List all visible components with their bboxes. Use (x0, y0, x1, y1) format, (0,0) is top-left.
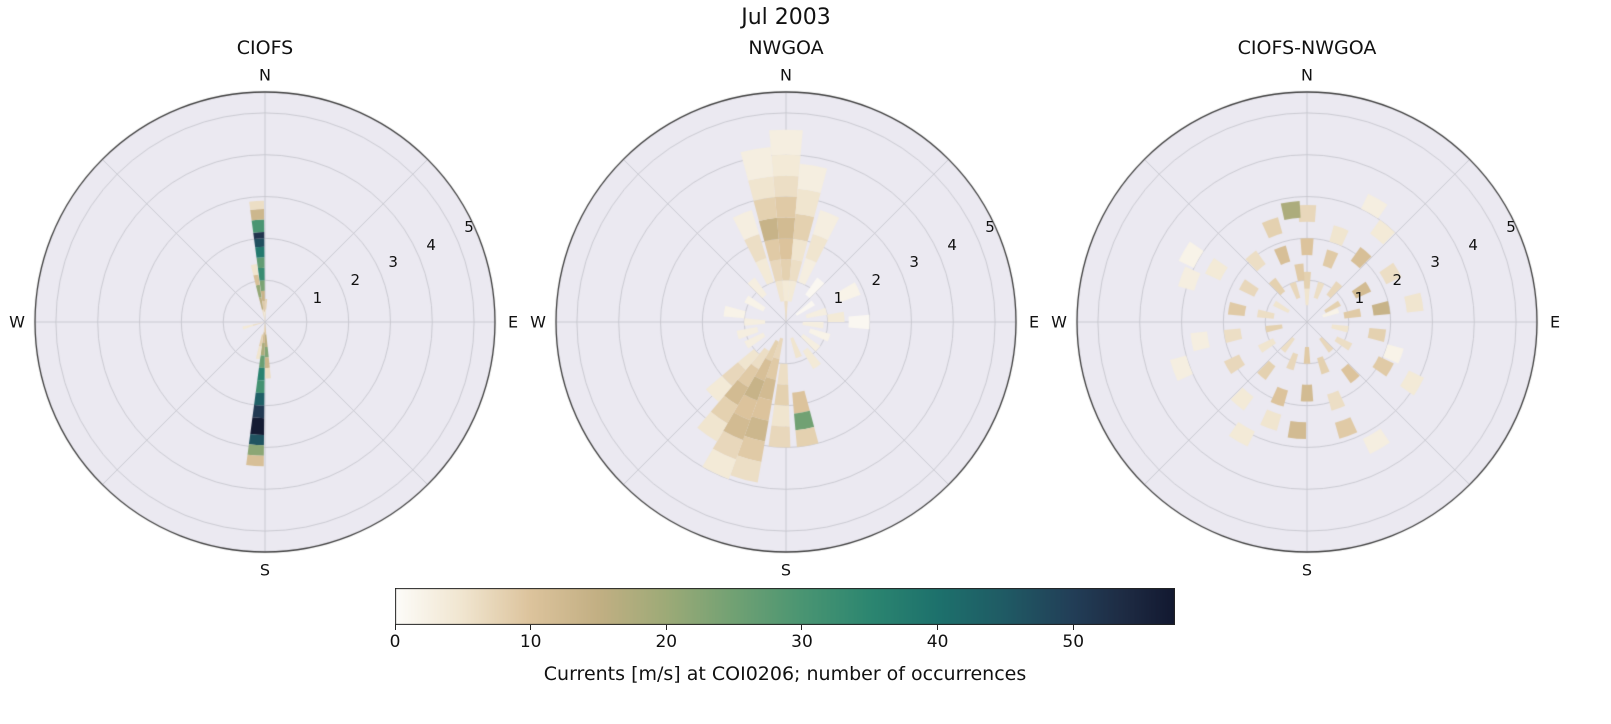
radial-tick-label: 1 (833, 288, 844, 307)
colorbar-tick-label: 0 (389, 632, 401, 652)
radial-tick-label: 5 (1506, 217, 1516, 236)
compass-label-w: W (9, 312, 25, 332)
compass-label-e: E (1549, 312, 1561, 332)
colorbar-axis: 0 10 20 30 40 50 (390, 625, 1175, 659)
colorbar-tick-label: 30 (791, 632, 813, 652)
colorbar-tick (801, 625, 803, 630)
figure-title: Jul 2003 (741, 5, 831, 30)
compass-label-w: W (530, 312, 546, 332)
compass-label-n: N (780, 65, 792, 85)
subplot-title-ciofs-nwgoa: CIOFS-NWGOA (1237, 37, 1377, 59)
radial-tick-label: 1 (1354, 288, 1365, 307)
radial-tick-label: 2 (1392, 270, 1403, 289)
subplot-title-ciofs: CIOFS (236, 37, 294, 59)
radial-tick-label: 4 (947, 235, 957, 254)
colorbar-tick (937, 625, 939, 630)
colorbar-tick (665, 625, 667, 630)
radial-tick-label: 4 (426, 235, 436, 254)
compass-label-w: W (1051, 312, 1067, 332)
colorbar-tick-label: 20 (655, 632, 678, 652)
subplot-title-nwgoa: NWGOA (748, 37, 824, 59)
radial-tick-label: 2 (871, 270, 882, 289)
radial-tick-label: 2 (350, 270, 361, 289)
colorbar-tick (394, 625, 396, 630)
colorbar-tick (530, 625, 532, 630)
compass-label-e: E (1028, 312, 1040, 332)
polar-plot-ciofs: N E S W 1 2 3 4 5 (9, 66, 518, 580)
radial-tick-label: 1 (312, 288, 323, 307)
compass-label-n: N (1301, 65, 1313, 85)
compass-label-s: S (1301, 560, 1313, 580)
radial-tick-label: 5 (985, 217, 995, 236)
colorbar-label: Currents [m/s] at COI0206; number of occ… (543, 663, 1027, 685)
ciofs-nwgoa-rose-canvas (1075, 90, 1539, 554)
colorbar-tick-label: 50 (1062, 632, 1085, 652)
colorbar-tick (1072, 625, 1074, 630)
radial-tick-label: 4 (1468, 235, 1478, 254)
radial-tick-label: 3 (388, 253, 398, 272)
radial-tick-label: 5 (464, 217, 474, 236)
radial-tick-label: 3 (1430, 253, 1440, 272)
colorbar-tick-label: 40 (926, 632, 949, 652)
compass-label-n: N (259, 65, 271, 85)
polar-plot-nwgoa: N E S W 1 2 3 4 5 (530, 66, 1039, 580)
compass-label-s: S (780, 560, 792, 580)
compass-label-e: E (507, 312, 519, 332)
ciofs-rose-canvas (33, 90, 497, 554)
polar-plot-ciofs-nwgoa: N E S W 1 2 3 4 5 (1051, 66, 1560, 580)
nwgoa-rose-canvas (554, 90, 1018, 554)
colorbar (395, 588, 1175, 625)
radial-tick-label: 3 (909, 253, 919, 272)
colorbar-tick-label: 10 (519, 632, 542, 652)
compass-label-s: S (259, 560, 271, 580)
